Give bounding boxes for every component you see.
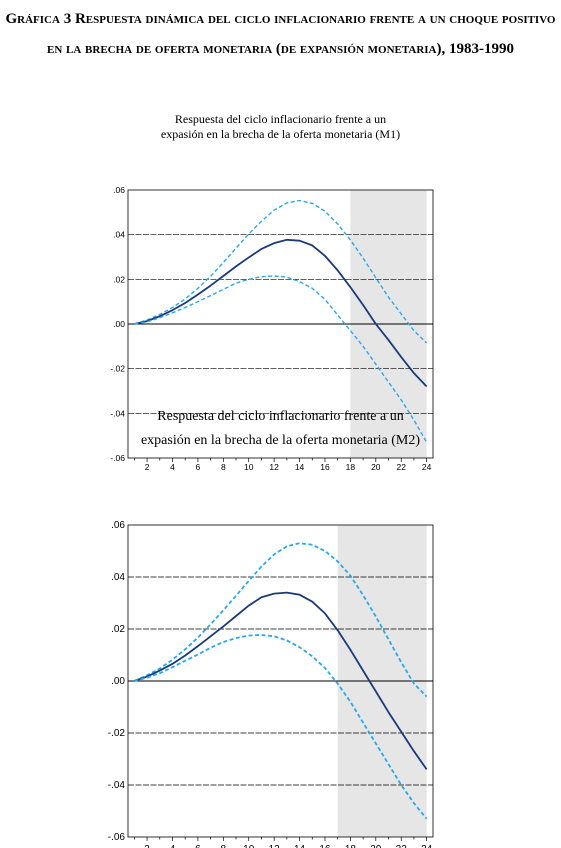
x-tick-label-m1: 18 [346, 462, 356, 472]
x-tick-label-m1: 10 [244, 462, 254, 472]
lower-band-line-m2 [134, 634, 428, 820]
x-tick-label-m2: 12 [269, 844, 281, 848]
chart-title-m1: Respuesta del ciclo inflacionario frente… [0, 112, 561, 142]
y-tick-label-m2: .00 [111, 676, 125, 687]
x-tick-label-m1: 8 [221, 462, 226, 472]
x-tick-label-m2: 24 [421, 844, 433, 848]
response-line-m2 [134, 591, 428, 770]
x-tick-label-m1: 24 [422, 462, 432, 472]
x-tick-label-m2: 18 [345, 844, 357, 848]
figure-title: Gráfica 3 Respuesta dinámica del ciclo i… [5, 11, 556, 57]
chart-title-m2: Respuesta del ciclo inflacionario frente… [0, 405, 561, 453]
x-tick-label-m2: 20 [370, 844, 382, 848]
y-tick-label-m2: -.06 [108, 832, 126, 843]
x-tick-label-m2: 2 [144, 844, 150, 848]
x-tick-label-m2: 8 [221, 844, 227, 848]
x-tick-label-m1: 6 [196, 462, 201, 472]
x-tick-label-m1: 2 [145, 462, 150, 472]
chart-title-m1-line1: Respuesta del ciclo inflacionario frente… [174, 112, 387, 126]
chart-title-m2-line2: expasión en la brecha de la oferta monet… [140, 433, 421, 448]
x-tick-label-m2: 16 [319, 844, 331, 848]
y-tick-label-m2: .04 [111, 572, 125, 583]
response-line-m1 [134, 238, 428, 388]
x-tick-label-m1: 20 [371, 462, 381, 472]
x-tick-label-m2: 14 [294, 844, 306, 848]
y-tick-label-m1: .02 [113, 274, 125, 284]
upper-band-line-m2 [133, 542, 428, 698]
chart-m2: .06.04.02.00-.02-.04-.062468101214161820… [108, 520, 434, 848]
y-tick-label-m1: .04 [113, 230, 125, 240]
y-tick-label-m2: -.04 [108, 780, 126, 791]
lower-band-line-m1 [134, 275, 428, 443]
chart-panel-m1: Respuesta del ciclo inflacionario frente… [0, 112, 561, 472]
chart-panel-m2: Respuesta del ciclo inflacionario frente… [0, 405, 561, 848]
chart-title-m1-line2: expasión en la brecha de la oferta monet… [160, 127, 401, 141]
y-tick-label-m1: .06 [113, 185, 125, 195]
y-tick-label-m2: .06 [111, 520, 125, 531]
x-tick-label-m1: 4 [170, 462, 175, 472]
plot-frame-m2 [127, 524, 434, 838]
y-tick-label-m2: -.02 [108, 728, 126, 739]
y-tick-label-m1: -.06 [110, 453, 125, 463]
plot-frame-m1 [127, 189, 434, 459]
y-tick-label-m1: .00 [113, 319, 125, 329]
x-tick-label-m2: 4 [170, 844, 176, 848]
x-tick-label-m2: 6 [195, 844, 201, 848]
y-tick-label-m2: .02 [111, 624, 125, 635]
y-tick-label-m1: -.02 [110, 364, 125, 374]
y-tick-label-m1: -.04 [110, 408, 125, 418]
x-tick-label-m1: 14 [295, 462, 305, 472]
chart-title-m2-line1: Respuesta del ciclo inflacionario frente… [157, 409, 404, 424]
x-tick-label-m2: 22 [396, 844, 408, 848]
x-tick-label-m1: 16 [320, 462, 330, 472]
x-tick-label-m1: 12 [269, 462, 279, 472]
x-tick-label-m2: 10 [243, 844, 255, 848]
chart-m1: .06.04.02.00-.02-.04-.062 4 6 8 10 12 14 16 18 20… [110, 185, 434, 472]
upper-band-line-m1 [134, 199, 428, 344]
x-tick-label-m1: 22 [396, 462, 406, 472]
